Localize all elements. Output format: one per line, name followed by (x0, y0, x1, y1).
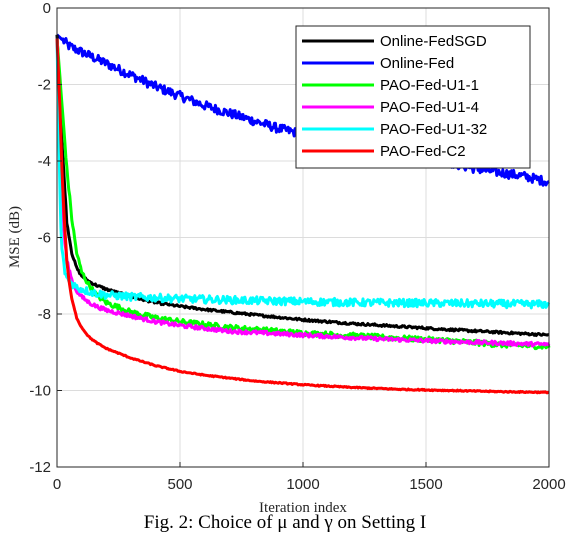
figure-caption: Fig. 2: Choice of μ and γ on Setting I (143, 512, 427, 533)
y-tick-label: 0 (43, 0, 51, 17)
y-tick-label: -4 (38, 153, 51, 170)
x-tick-label: 1000 (286, 476, 319, 493)
x-tick-label: 2000 (532, 476, 565, 493)
series-line-pao-fed-u1-4 (55, 38, 551, 348)
y-axis-label: MSE (dB) (7, 206, 23, 268)
series-line-pao-fed-u1-32 (55, 38, 551, 310)
x-axis-label: Iteration index (259, 500, 347, 516)
series-line-online-fedsgd (55, 34, 550, 337)
x-tick-label: 500 (167, 476, 192, 493)
y-tick-label: -8 (38, 306, 51, 323)
x-tick-label: 1500 (409, 476, 442, 493)
y-tick-label: -10 (29, 383, 51, 400)
legend-label: Online-Fed (380, 55, 454, 72)
legend-label: PAO-Fed-U1-1 (380, 77, 479, 94)
legend-label: PAO-Fed-U1-32 (380, 121, 487, 138)
y-tick-label: -12 (29, 459, 51, 476)
x-tick-label: 0 (53, 476, 61, 493)
series-line-pao-fed-c2 (55, 38, 550, 395)
y-tick-label: -2 (38, 77, 51, 94)
ticks: 0 500 1000 1500 2000 0 -2 -4 -6 -8 -10 -12 (29, 0, 565, 493)
legend-label: PAO-Fed-U1-4 (380, 99, 479, 116)
legend-label: PAO-Fed-C2 (380, 143, 466, 160)
legend-box (295, 25, 531, 169)
y-tick-label: -6 (38, 230, 51, 247)
legend-label: Online-FedSGD (380, 33, 487, 50)
legend: Online-FedSGD Online-Fed PAO-Fed-U1-1 PAO-F… (295, 25, 531, 169)
